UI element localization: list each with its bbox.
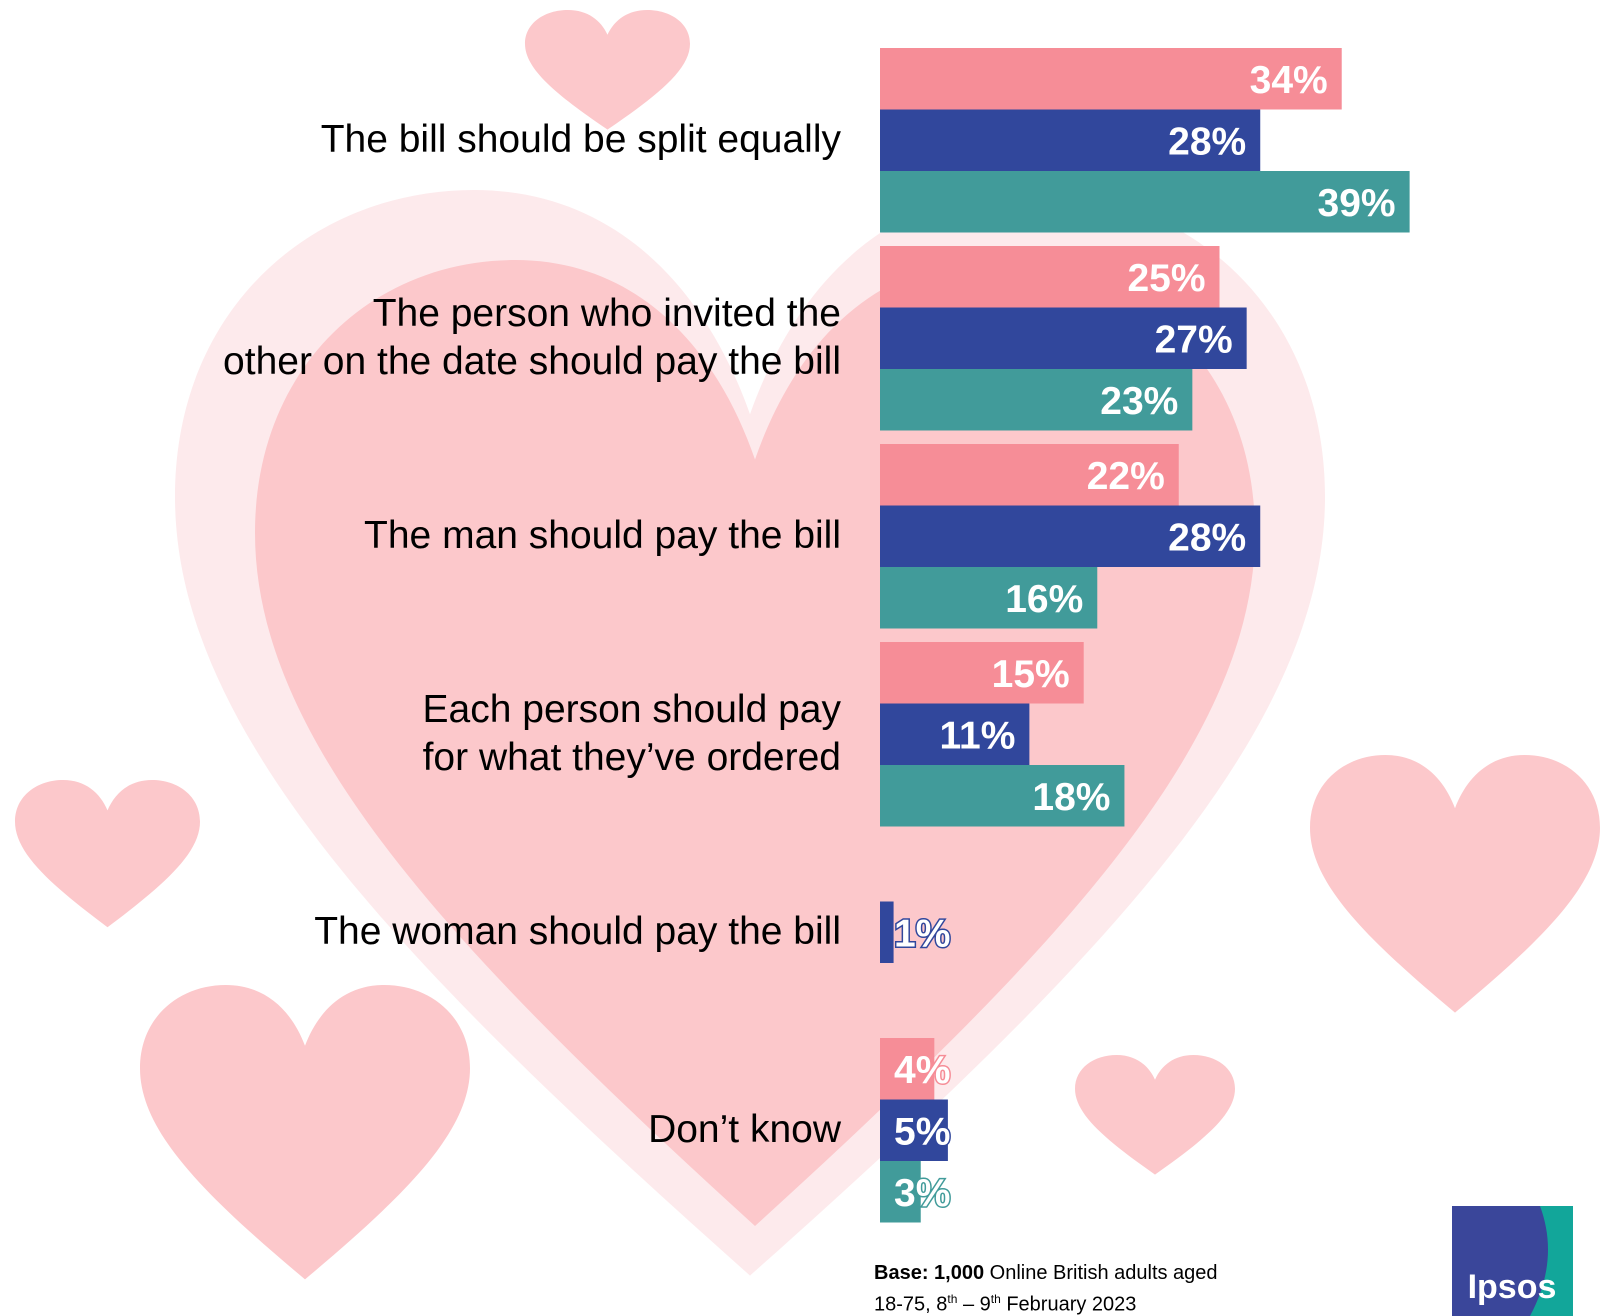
value-label: 1% bbox=[894, 912, 950, 955]
bar bbox=[880, 307, 1247, 369]
footnote-sup: th bbox=[990, 1292, 1001, 1306]
value-label: 25% bbox=[1127, 257, 1205, 300]
category-label: The man should pay the bill bbox=[364, 514, 841, 558]
bar bbox=[880, 171, 1410, 233]
logo: Ipsos bbox=[1452, 1206, 1573, 1316]
footnote-text: Online British adults aged bbox=[984, 1262, 1218, 1284]
value-label: 18% bbox=[1032, 776, 1110, 819]
value-label: 3% bbox=[894, 1172, 950, 1215]
footnote-text: 18-75, 8 bbox=[874, 1293, 948, 1316]
logo-text: Ipsos bbox=[1468, 1268, 1557, 1306]
value-label: 23% bbox=[1100, 380, 1178, 423]
bar bbox=[880, 505, 1261, 567]
category-label: The bill should be split equally bbox=[320, 118, 841, 162]
category-label: The person who invited the other on the … bbox=[223, 292, 841, 384]
bar bbox=[880, 901, 894, 963]
logo-accent bbox=[1530, 1206, 1573, 1316]
bar bbox=[880, 642, 1084, 704]
bar bbox=[880, 1038, 935, 1100]
value-label: 11% bbox=[939, 714, 1015, 757]
bar bbox=[880, 444, 1179, 506]
bar bbox=[880, 369, 1193, 431]
value-label: 28% bbox=[1168, 516, 1246, 559]
footnote-text: February 2023 bbox=[1000, 1293, 1137, 1316]
bar bbox=[880, 703, 1030, 765]
bar bbox=[880, 48, 1342, 110]
bar bbox=[880, 765, 1125, 827]
bar bbox=[880, 246, 1220, 308]
category-label: Each person should pay for what they’ve … bbox=[422, 688, 841, 780]
value-label: 28% bbox=[1168, 120, 1246, 163]
footnote-sup: th bbox=[947, 1292, 958, 1306]
footnote: Base: 1,000 Online British adults aged 18… bbox=[874, 1260, 1218, 1316]
category-label: Don’t know bbox=[648, 1108, 841, 1152]
value-label: 34% bbox=[1250, 59, 1328, 102]
value-label: 27% bbox=[1155, 318, 1233, 361]
bars: 34%28%39%25%27%23%22%28%16%15%11%18%1%4%… bbox=[880, 48, 1410, 1223]
bar bbox=[880, 1161, 921, 1223]
value-label: 22% bbox=[1087, 455, 1165, 498]
bar bbox=[880, 567, 1098, 629]
value-label: 16% bbox=[1005, 578, 1083, 621]
value-label: 15% bbox=[992, 653, 1070, 696]
category-label: The woman should pay the bill bbox=[314, 910, 841, 954]
value-label: 4% bbox=[894, 1049, 950, 1092]
footnote-bold: Base: 1,000 bbox=[874, 1262, 985, 1284]
bar bbox=[880, 109, 1261, 171]
value-label: 39% bbox=[1318, 182, 1396, 225]
bar bbox=[880, 1099, 948, 1161]
value-label: 5% bbox=[894, 1110, 950, 1153]
footnote-text: – 9 bbox=[957, 1293, 991, 1316]
